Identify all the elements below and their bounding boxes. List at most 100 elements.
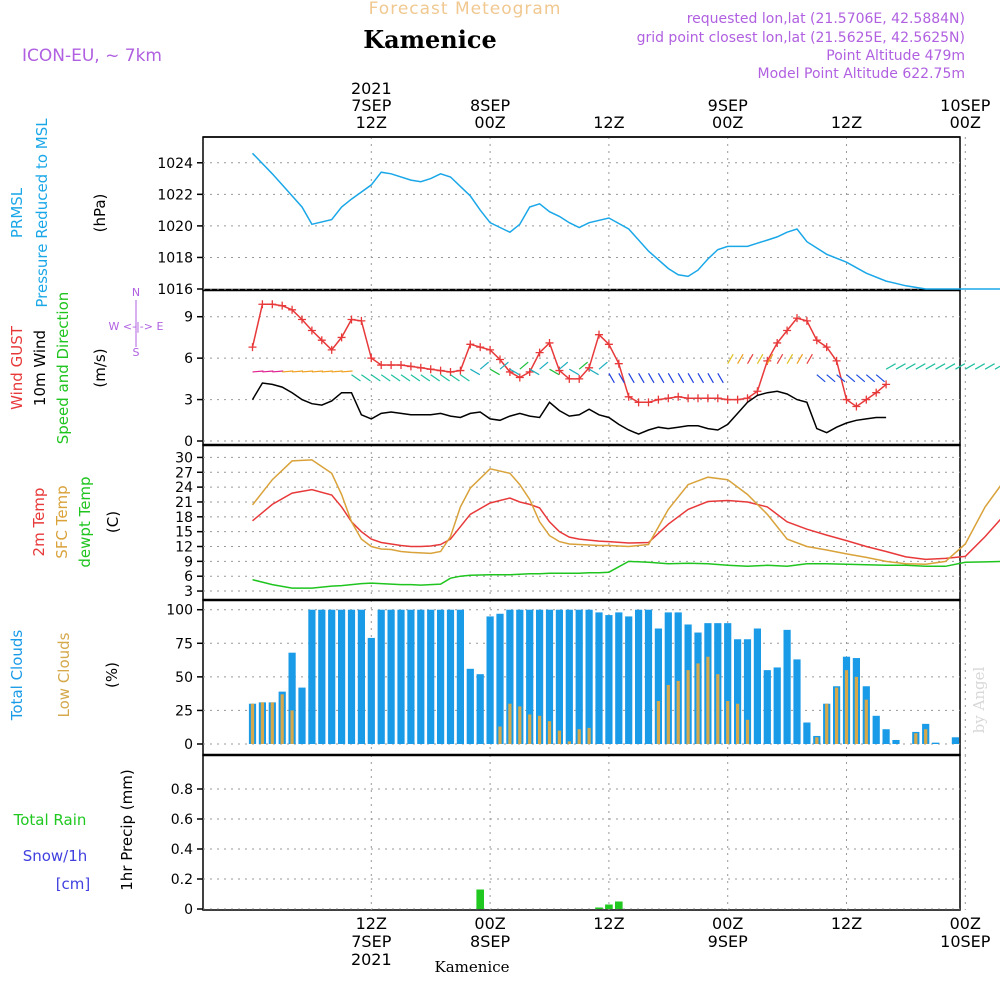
- wind-10m-label: 10m Wind: [31, 330, 49, 406]
- gust-marker: [357, 317, 365, 325]
- low-cloud-bar: [726, 701, 729, 744]
- ytick-label: 9: [184, 554, 193, 570]
- ytick-label: 3: [184, 393, 193, 409]
- gust-marker: [704, 394, 712, 402]
- total-cloud-bar: [754, 629, 761, 744]
- wind-arrow: [332, 371, 343, 372]
- wind-arrow: [797, 354, 803, 364]
- ytick-label: 1022: [157, 187, 193, 203]
- gust-marker: [348, 315, 356, 323]
- total-cloud-bar: [358, 610, 365, 744]
- ytick-label: 1018: [157, 250, 193, 266]
- total-cloud-bar: [576, 610, 583, 744]
- low-cloud-bar: [696, 663, 699, 744]
- low-cloud-bar: [548, 721, 551, 744]
- wind-arrow: [668, 373, 674, 383]
- location-title: Kamenice: [363, 25, 497, 54]
- wind-arrow: [609, 373, 615, 383]
- wind-arrow: [817, 375, 825, 382]
- wind-arrow: [936, 364, 946, 370]
- total-cloud-bar: [388, 610, 395, 744]
- wind-arrow: [965, 364, 975, 370]
- low-cloud-bar: [538, 716, 541, 744]
- gust-marker: [249, 343, 257, 351]
- total-cloud-bar: [556, 610, 563, 744]
- ytick-label: 75: [175, 636, 193, 652]
- total-cloud-bar: [318, 610, 325, 744]
- ytick-label: 30: [175, 450, 193, 466]
- ytick-label: 1024: [157, 156, 193, 172]
- bottom-time-label: 12Z: [593, 914, 624, 933]
- requested-coords: requested lon,lat (21.5706E, 42.5884N): [687, 11, 965, 27]
- product-title: Forecast Meteogram: [369, 0, 562, 19]
- compass-s: S: [133, 346, 140, 359]
- ytick-label: 0.2: [171, 872, 193, 888]
- snow-unit-label: [cm]: [56, 875, 91, 893]
- total-cloud-bar: [368, 638, 375, 744]
- total-cloud-bar: [477, 674, 484, 744]
- low-cloud-bar: [716, 674, 719, 744]
- total-cloud-bar: [615, 612, 622, 744]
- model-altitude: Model Point Altitude 622.75m: [758, 66, 965, 82]
- wind-arrow: [886, 364, 896, 370]
- wind-arrow: [361, 375, 370, 381]
- wind-arrow: [946, 364, 956, 370]
- low-cloud-bar: [736, 704, 739, 744]
- low-cloud-bar: [845, 670, 848, 744]
- bottom-time-label: 7SEP: [351, 932, 391, 951]
- dewpt-label: dewpt Temp: [76, 476, 94, 567]
- total-cloud-bar: [952, 737, 959, 744]
- ytick-label: 3: [184, 584, 193, 600]
- wind-gust-label: Wind GUST: [8, 325, 26, 410]
- wind-arrow: [599, 362, 607, 369]
- bottom-time-label: 00Z: [712, 914, 743, 933]
- ytick-label: 100: [166, 603, 193, 619]
- gust-marker: [258, 300, 266, 308]
- wind-speed-line: [253, 383, 887, 434]
- ytick-label: 6: [184, 569, 193, 585]
- ytick-label: 0.4: [171, 842, 193, 858]
- gust-marker: [635, 398, 643, 406]
- snow-label: Snow/1h: [23, 847, 88, 865]
- total-cloud-bar: [447, 610, 454, 744]
- wind-arrow: [381, 375, 390, 381]
- prmsl-desc-label: Pressure Reduced to MSL: [33, 118, 51, 308]
- total-cloud-bar: [803, 723, 810, 744]
- low-cloud-bar: [657, 701, 660, 744]
- total-clouds-label: Total Clouds: [8, 630, 26, 722]
- low-cloud-bar: [687, 670, 690, 744]
- sfc-temp-label: SFC Temp: [53, 485, 71, 558]
- pressure-unit: (hPa): [91, 194, 109, 233]
- gust-marker: [427, 365, 435, 373]
- ytick-label: 21: [175, 495, 193, 511]
- low-cloud-bar: [528, 714, 531, 744]
- low-cloud-bar: [914, 733, 917, 744]
- top-time-label: 12Z: [593, 113, 624, 132]
- total-cloud-bar: [378, 610, 385, 744]
- gust-marker: [734, 396, 742, 404]
- wind-arrow: [658, 373, 664, 383]
- wind-arrow: [540, 362, 548, 369]
- wind-arrow: [649, 373, 655, 383]
- bottom-time-label: 2021: [351, 950, 392, 969]
- ytick-label: 15: [175, 525, 193, 541]
- wind-arrow: [411, 375, 420, 381]
- total-cloud-bar: [605, 615, 612, 744]
- total-cloud-bar: [566, 610, 573, 744]
- low-cloud-bar: [251, 704, 254, 744]
- wind-arrow: [926, 364, 936, 370]
- low-clouds-label: Low Clouds: [55, 632, 73, 717]
- wind-arrow: [866, 375, 874, 382]
- low-cloud-bar: [271, 702, 274, 744]
- low-cloud-bar: [855, 677, 858, 744]
- wind-arrow: [847, 375, 855, 382]
- total-cloud-bar: [595, 612, 602, 744]
- rain-bar: [615, 902, 623, 910]
- low-cloud-bar: [815, 737, 818, 744]
- wind-arrow: [896, 364, 906, 370]
- top-time-label: 12Z: [356, 113, 387, 132]
- wind-arrow: [262, 371, 273, 372]
- total-cloud-bar: [328, 610, 335, 744]
- total-cloud-bar: [496, 614, 503, 744]
